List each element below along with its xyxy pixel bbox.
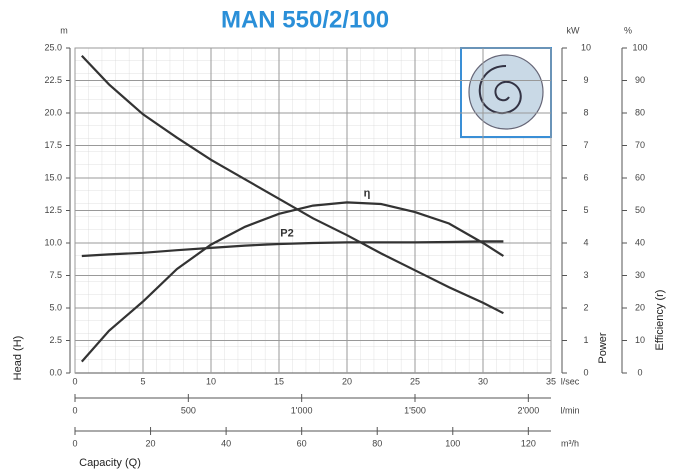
extra-x-tick-label: 500 bbox=[181, 405, 196, 415]
y3-tick-label: 20 bbox=[635, 302, 645, 312]
curve-label: P2 bbox=[280, 227, 293, 239]
y2-tick-label: 6 bbox=[583, 172, 588, 182]
y3-tick-label: 60 bbox=[635, 172, 645, 182]
y-tick-label: 15.0 bbox=[44, 172, 62, 182]
x-tick-label: 20 bbox=[342, 376, 352, 386]
y3-unit: % bbox=[624, 25, 632, 35]
extra-x-tick-label: 100 bbox=[445, 438, 460, 448]
extra-x-unit: m³/h bbox=[561, 438, 579, 448]
chart-title: MAN 550/2/100 bbox=[221, 6, 389, 33]
x-unit: l/sec bbox=[561, 376, 580, 386]
y-tick-label: 5.0 bbox=[49, 302, 62, 312]
y2-tick-label: 4 bbox=[583, 237, 588, 247]
y-tick-label: 25.0 bbox=[44, 42, 62, 52]
y2-tick-label: 3 bbox=[583, 270, 588, 280]
y3-tick-label: 0 bbox=[637, 367, 642, 377]
y3-tick-label: 70 bbox=[635, 140, 645, 150]
y3-tick-label: 30 bbox=[635, 270, 645, 280]
x-tick-label: 35 bbox=[546, 376, 556, 386]
y-tick-label: 20.0 bbox=[44, 107, 62, 117]
y3-tick-label: 50 bbox=[635, 205, 645, 215]
y2-tick-label: 0 bbox=[583, 367, 588, 377]
extra-x-tick-label: 80 bbox=[372, 438, 382, 448]
extra-x-tick-label: 2'000 bbox=[517, 405, 539, 415]
curve-label: η bbox=[364, 187, 371, 199]
y3-tick-label: 100 bbox=[632, 42, 647, 52]
y2-tick-label: 8 bbox=[583, 107, 588, 117]
y3-tick-label: 40 bbox=[635, 237, 645, 247]
y-tick-label: 7.5 bbox=[49, 270, 62, 280]
extra-x-tick-label: 40 bbox=[221, 438, 231, 448]
y3-tick-label: 10 bbox=[635, 335, 645, 345]
chart: MAN 550/2/100 m kW % Head (H) Power Effi… bbox=[0, 0, 681, 473]
x-tick-label: 15 bbox=[274, 376, 284, 386]
x-axis-title: Capacity (Q) bbox=[79, 457, 141, 469]
y2-tick-label: 5 bbox=[583, 205, 588, 215]
x-tick-label: 30 bbox=[478, 376, 488, 386]
x-tick-label: 25 bbox=[410, 376, 420, 386]
y-tick-label: 12.5 bbox=[44, 205, 62, 215]
y-tick-label: 2.5 bbox=[49, 335, 62, 345]
extra-x-tick-label: 20 bbox=[146, 438, 156, 448]
extra-x-tick-label: 1'500 bbox=[404, 405, 426, 415]
y3-tick-label: 90 bbox=[635, 75, 645, 85]
y2-unit: kW bbox=[567, 25, 581, 35]
x-tick-label: 10 bbox=[206, 376, 216, 386]
y-axis-title: Head (H) bbox=[12, 336, 24, 381]
y2-tick-label: 7 bbox=[583, 140, 588, 150]
y2-tick-label: 2 bbox=[583, 302, 588, 312]
pump-icon bbox=[461, 48, 551, 137]
y-tick-label: 10.0 bbox=[44, 237, 62, 247]
y-tick-label: 17.5 bbox=[44, 140, 62, 150]
y2-axis-title: Power bbox=[597, 332, 609, 364]
y2-tick-label: 10 bbox=[581, 42, 591, 52]
extra-x-tick-label: 120 bbox=[521, 438, 536, 448]
y-unit: m bbox=[60, 25, 68, 35]
x-tick-label: 5 bbox=[140, 376, 145, 386]
x-tick-label: 0 bbox=[72, 376, 77, 386]
extra-x-unit: l/min bbox=[560, 405, 579, 415]
y2-tick-label: 9 bbox=[583, 75, 588, 85]
extra-x-tick-label: 0 bbox=[72, 405, 77, 415]
y3-tick-label: 80 bbox=[635, 107, 645, 117]
y-tick-label: 0.0 bbox=[49, 367, 62, 377]
y2-tick-label: 1 bbox=[583, 335, 588, 345]
extra-x-tick-label: 60 bbox=[297, 438, 307, 448]
extra-x-tick-label: 1'000 bbox=[291, 405, 313, 415]
y-tick-label: 22.5 bbox=[44, 75, 62, 85]
extra-x-tick-label: 0 bbox=[72, 438, 77, 448]
y3-axis-title: Efficiency (r) bbox=[654, 290, 666, 351]
